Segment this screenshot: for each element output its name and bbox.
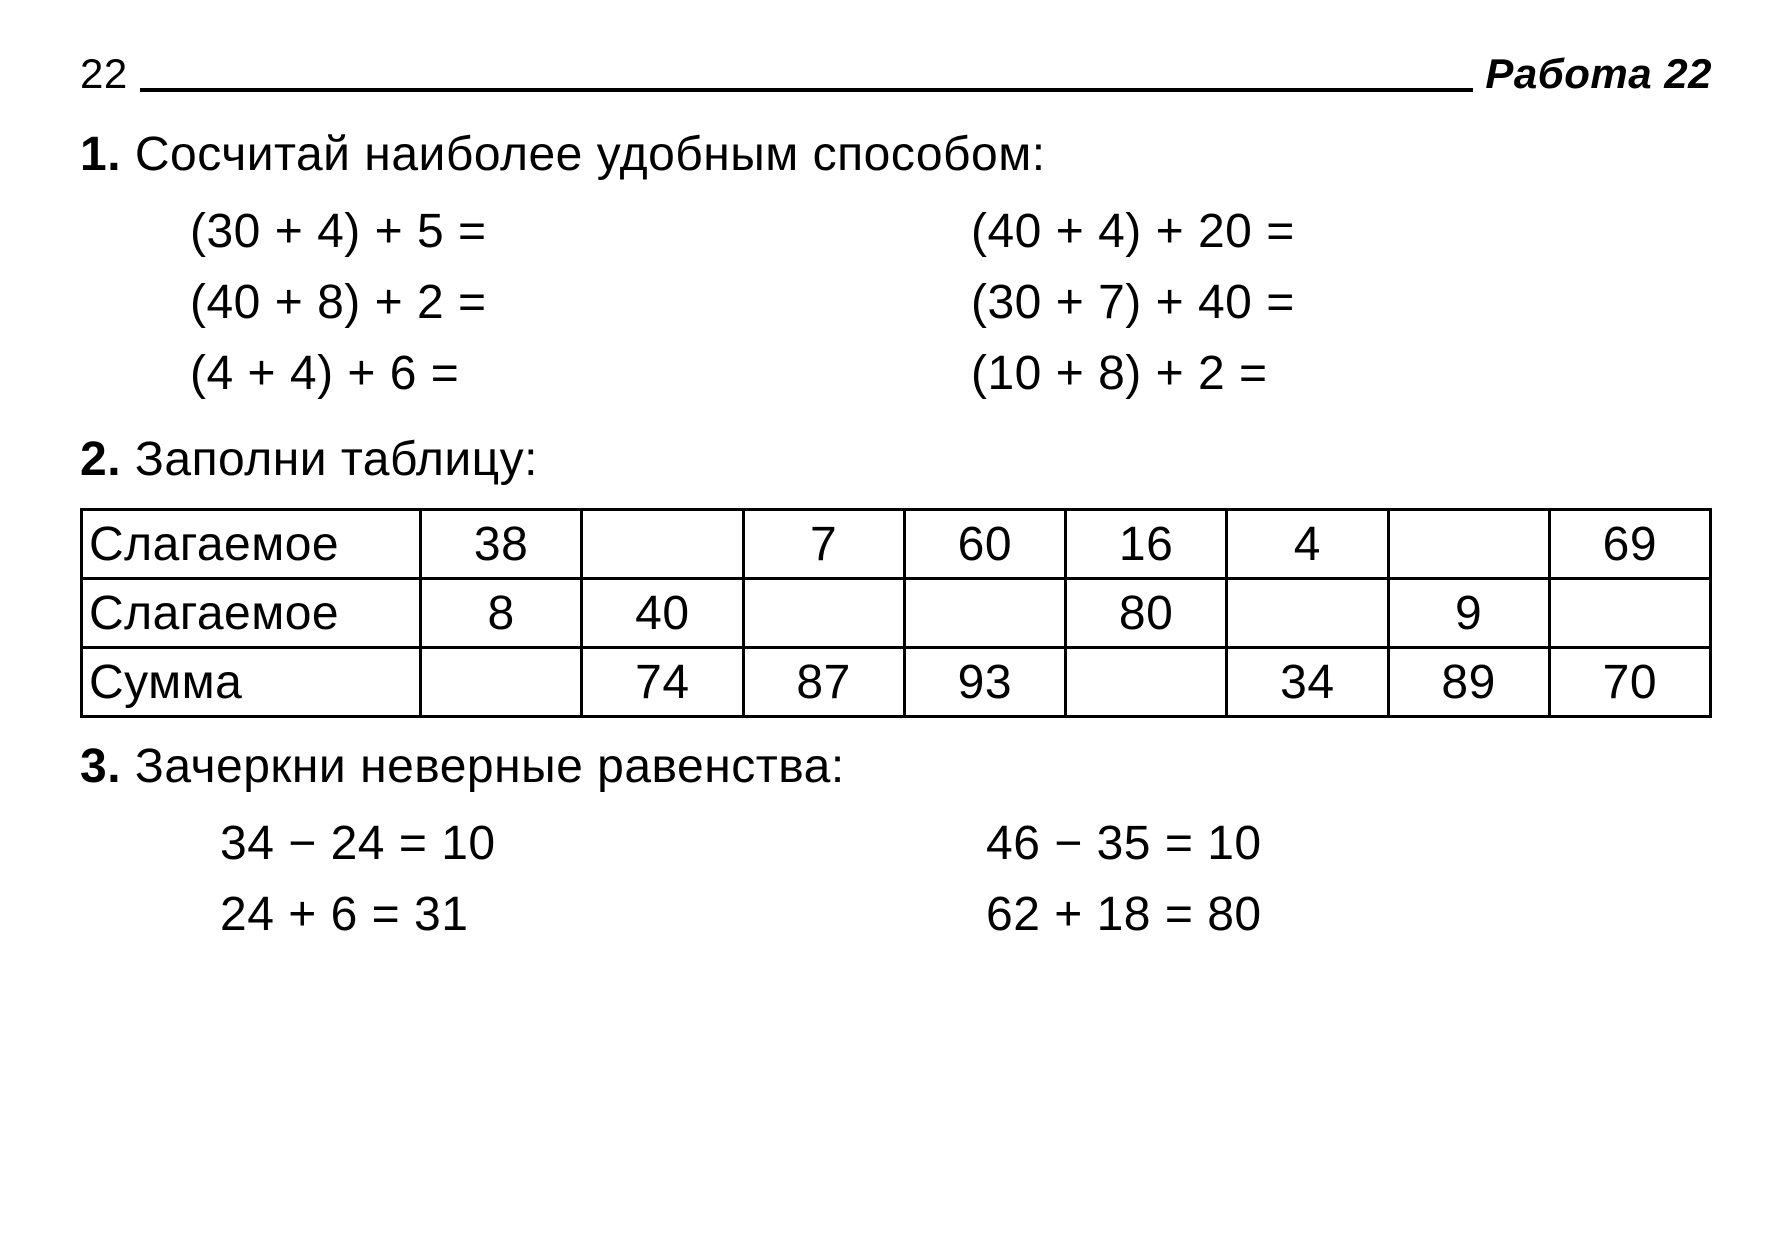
task-2-heading: 2. Заполни таблицу: [80, 431, 1712, 489]
table-cell: 16 [1066, 510, 1227, 579]
table-cell: 80 [1066, 579, 1227, 648]
task-1-prompt: Сосчитай наиболее удобным способом: [135, 128, 1046, 181]
table-cell: 87 [743, 648, 904, 717]
table-cell [1227, 579, 1388, 648]
task-2-prompt: Заполни таблицу: [135, 433, 538, 486]
row-label: Слагаемое [82, 579, 421, 648]
task-1-heading: 1. Сосчитай наиболее удобным способом: [80, 126, 1712, 184]
table-cell [1549, 579, 1710, 648]
task-3-number: 3. [80, 740, 121, 793]
row-label: Сумма [82, 648, 421, 717]
expression: (40 + 4) + 20 = [971, 204, 1712, 259]
table-cell: 69 [1549, 510, 1710, 579]
task-2-number: 2. [80, 433, 121, 486]
table-cell: 34 [1227, 648, 1388, 717]
table-cell: 74 [582, 648, 743, 717]
task-1: 1. Сосчитай наиболее удобным способом: (… [80, 126, 1712, 401]
equation: 46 − 35 = 10 [986, 816, 1712, 871]
table-row: Слагаемое 8 40 80 9 [82, 579, 1711, 648]
table-cell: 93 [904, 648, 1065, 717]
table-cell: 70 [1549, 648, 1710, 717]
equation: 34 − 24 = 10 [220, 816, 946, 871]
page-title: Работа 22 [1473, 50, 1712, 98]
page-number: 22 [80, 50, 140, 98]
table-cell: 89 [1388, 648, 1549, 717]
row-label: Слагаемое [82, 510, 421, 579]
table-cell [904, 579, 1065, 648]
task-3-heading: 3. Зачеркни неверные равенства: [80, 738, 1712, 796]
expression: (4 + 4) + 6 = [190, 346, 931, 401]
equation: 62 + 18 = 80 [986, 887, 1712, 942]
table-cell: 7 [743, 510, 904, 579]
expression: (30 + 7) + 40 = [971, 275, 1712, 330]
table-cell [1066, 648, 1227, 717]
table-cell [743, 579, 904, 648]
expression: (30 + 4) + 5 = [190, 204, 931, 259]
task-3-equations: 34 − 24 = 10 46 − 35 = 10 24 + 6 = 31 62… [80, 816, 1712, 942]
table-cell: 60 [904, 510, 1065, 579]
task-1-number: 1. [80, 128, 121, 181]
expression: (10 + 8) + 2 = [971, 346, 1712, 401]
table-cell: 8 [421, 579, 582, 648]
table-cell [1388, 510, 1549, 579]
table-row: Сумма 74 87 93 34 89 70 [82, 648, 1711, 717]
table-row: Слагаемое 38 7 60 16 4 69 [82, 510, 1711, 579]
header-rule [140, 88, 1474, 92]
task-1-expressions: (30 + 4) + 5 = (40 + 4) + 20 = (40 + 8) … [80, 204, 1712, 401]
equation: 24 + 6 = 31 [220, 887, 946, 942]
expression: (40 + 8) + 2 = [190, 275, 931, 330]
table-cell: 9 [1388, 579, 1549, 648]
table-cell [582, 510, 743, 579]
table-cell: 40 [582, 579, 743, 648]
fill-table: Слагаемое 38 7 60 16 4 69 Слагаемое 8 40… [80, 508, 1712, 718]
table-cell [421, 648, 582, 717]
task-2: 2. Заполни таблицу: Слагаемое 38 7 60 16… [80, 431, 1712, 719]
table-cell: 38 [421, 510, 582, 579]
page-header: 22 Работа 22 [80, 50, 1712, 98]
table-cell: 4 [1227, 510, 1388, 579]
task-3-prompt: Зачеркни неверные равенства: [135, 740, 845, 793]
task-3: 3. Зачеркни неверные равенства: 34 − 24 … [80, 738, 1712, 942]
